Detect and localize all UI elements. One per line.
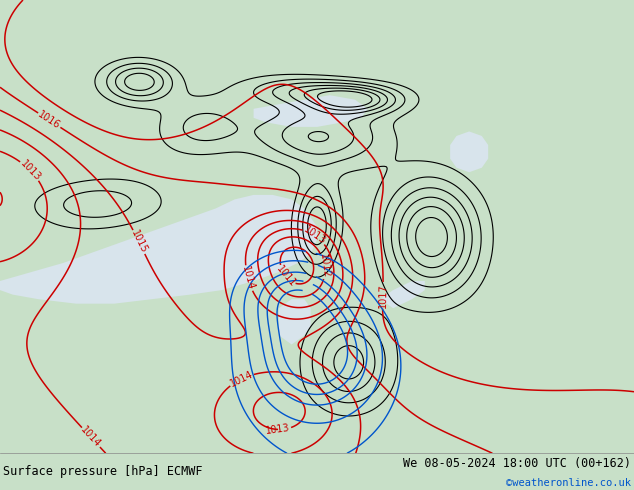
Polygon shape (450, 131, 488, 172)
Text: 1017: 1017 (378, 283, 388, 308)
Polygon shape (254, 95, 368, 127)
Text: 1014: 1014 (240, 265, 256, 292)
Text: 1015: 1015 (129, 229, 149, 255)
Text: 1014: 1014 (79, 425, 103, 450)
Text: 1016: 1016 (36, 109, 62, 131)
Text: 1012: 1012 (318, 253, 331, 279)
Polygon shape (0, 195, 317, 304)
Text: We 08-05-2024 18:00 UTC (00+162): We 08-05-2024 18:00 UTC (00+162) (403, 457, 631, 469)
Text: 1013: 1013 (265, 423, 291, 436)
Text: 1013: 1013 (18, 158, 42, 183)
Text: 1011: 1011 (275, 264, 298, 290)
Polygon shape (380, 281, 425, 308)
Text: Surface pressure [hPa] ECMWF: Surface pressure [hPa] ECMWF (3, 465, 203, 478)
Text: 1014: 1014 (228, 369, 255, 389)
Polygon shape (279, 299, 311, 344)
Polygon shape (266, 204, 298, 226)
Text: 1013: 1013 (302, 224, 328, 246)
Text: ©weatheronline.co.uk: ©weatheronline.co.uk (506, 478, 631, 488)
